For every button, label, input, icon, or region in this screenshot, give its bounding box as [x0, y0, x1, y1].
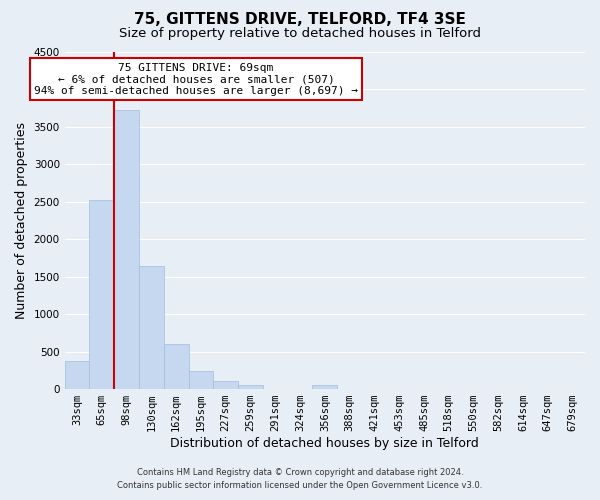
Text: Size of property relative to detached houses in Telford: Size of property relative to detached ho… — [119, 28, 481, 40]
Bar — [164, 344, 188, 389]
Bar — [188, 370, 214, 389]
Bar — [214, 381, 238, 389]
Bar — [139, 266, 164, 389]
Text: Contains HM Land Registry data © Crown copyright and database right 2024.
Contai: Contains HM Land Registry data © Crown c… — [118, 468, 482, 490]
Bar — [238, 385, 263, 389]
Text: 75 GITTENS DRIVE: 69sqm
← 6% of detached houses are smaller (507)
94% of semi-de: 75 GITTENS DRIVE: 69sqm ← 6% of detached… — [34, 63, 358, 96]
Bar — [65, 360, 89, 389]
Bar — [114, 110, 139, 389]
Bar — [313, 386, 337, 389]
Text: 75, GITTENS DRIVE, TELFORD, TF4 3SE: 75, GITTENS DRIVE, TELFORD, TF4 3SE — [134, 12, 466, 28]
Y-axis label: Number of detached properties: Number of detached properties — [15, 122, 28, 319]
X-axis label: Distribution of detached houses by size in Telford: Distribution of detached houses by size … — [170, 437, 479, 450]
Bar — [89, 200, 114, 389]
